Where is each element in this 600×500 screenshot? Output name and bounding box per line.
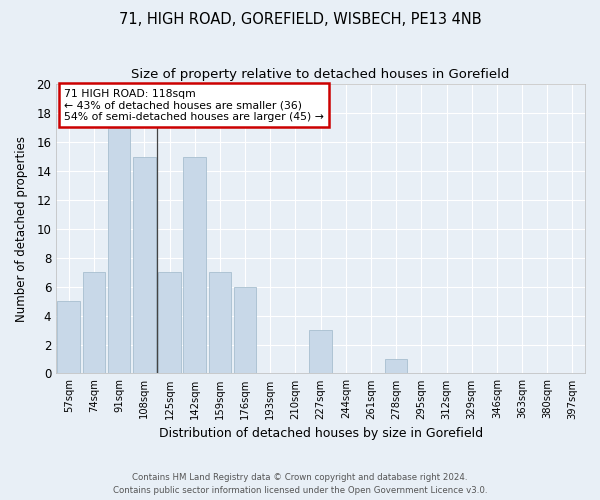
Y-axis label: Number of detached properties: Number of detached properties: [15, 136, 28, 322]
Bar: [309, 330, 332, 374]
Bar: [184, 156, 206, 374]
X-axis label: Distribution of detached houses by size in Gorefield: Distribution of detached houses by size …: [158, 427, 482, 440]
Bar: [108, 128, 130, 374]
Bar: [158, 272, 181, 374]
Bar: [385, 359, 407, 374]
Text: Contains HM Land Registry data © Crown copyright and database right 2024.
Contai: Contains HM Land Registry data © Crown c…: [113, 474, 487, 495]
Bar: [83, 272, 105, 374]
Text: 71 HIGH ROAD: 118sqm
← 43% of detached houses are smaller (36)
54% of semi-detac: 71 HIGH ROAD: 118sqm ← 43% of detached h…: [64, 89, 324, 122]
Text: 71, HIGH ROAD, GOREFIELD, WISBECH, PE13 4NB: 71, HIGH ROAD, GOREFIELD, WISBECH, PE13 …: [119, 12, 481, 28]
Bar: [58, 301, 80, 374]
Bar: [234, 286, 256, 374]
Title: Size of property relative to detached houses in Gorefield: Size of property relative to detached ho…: [131, 68, 510, 80]
Bar: [133, 156, 155, 374]
Bar: [209, 272, 231, 374]
